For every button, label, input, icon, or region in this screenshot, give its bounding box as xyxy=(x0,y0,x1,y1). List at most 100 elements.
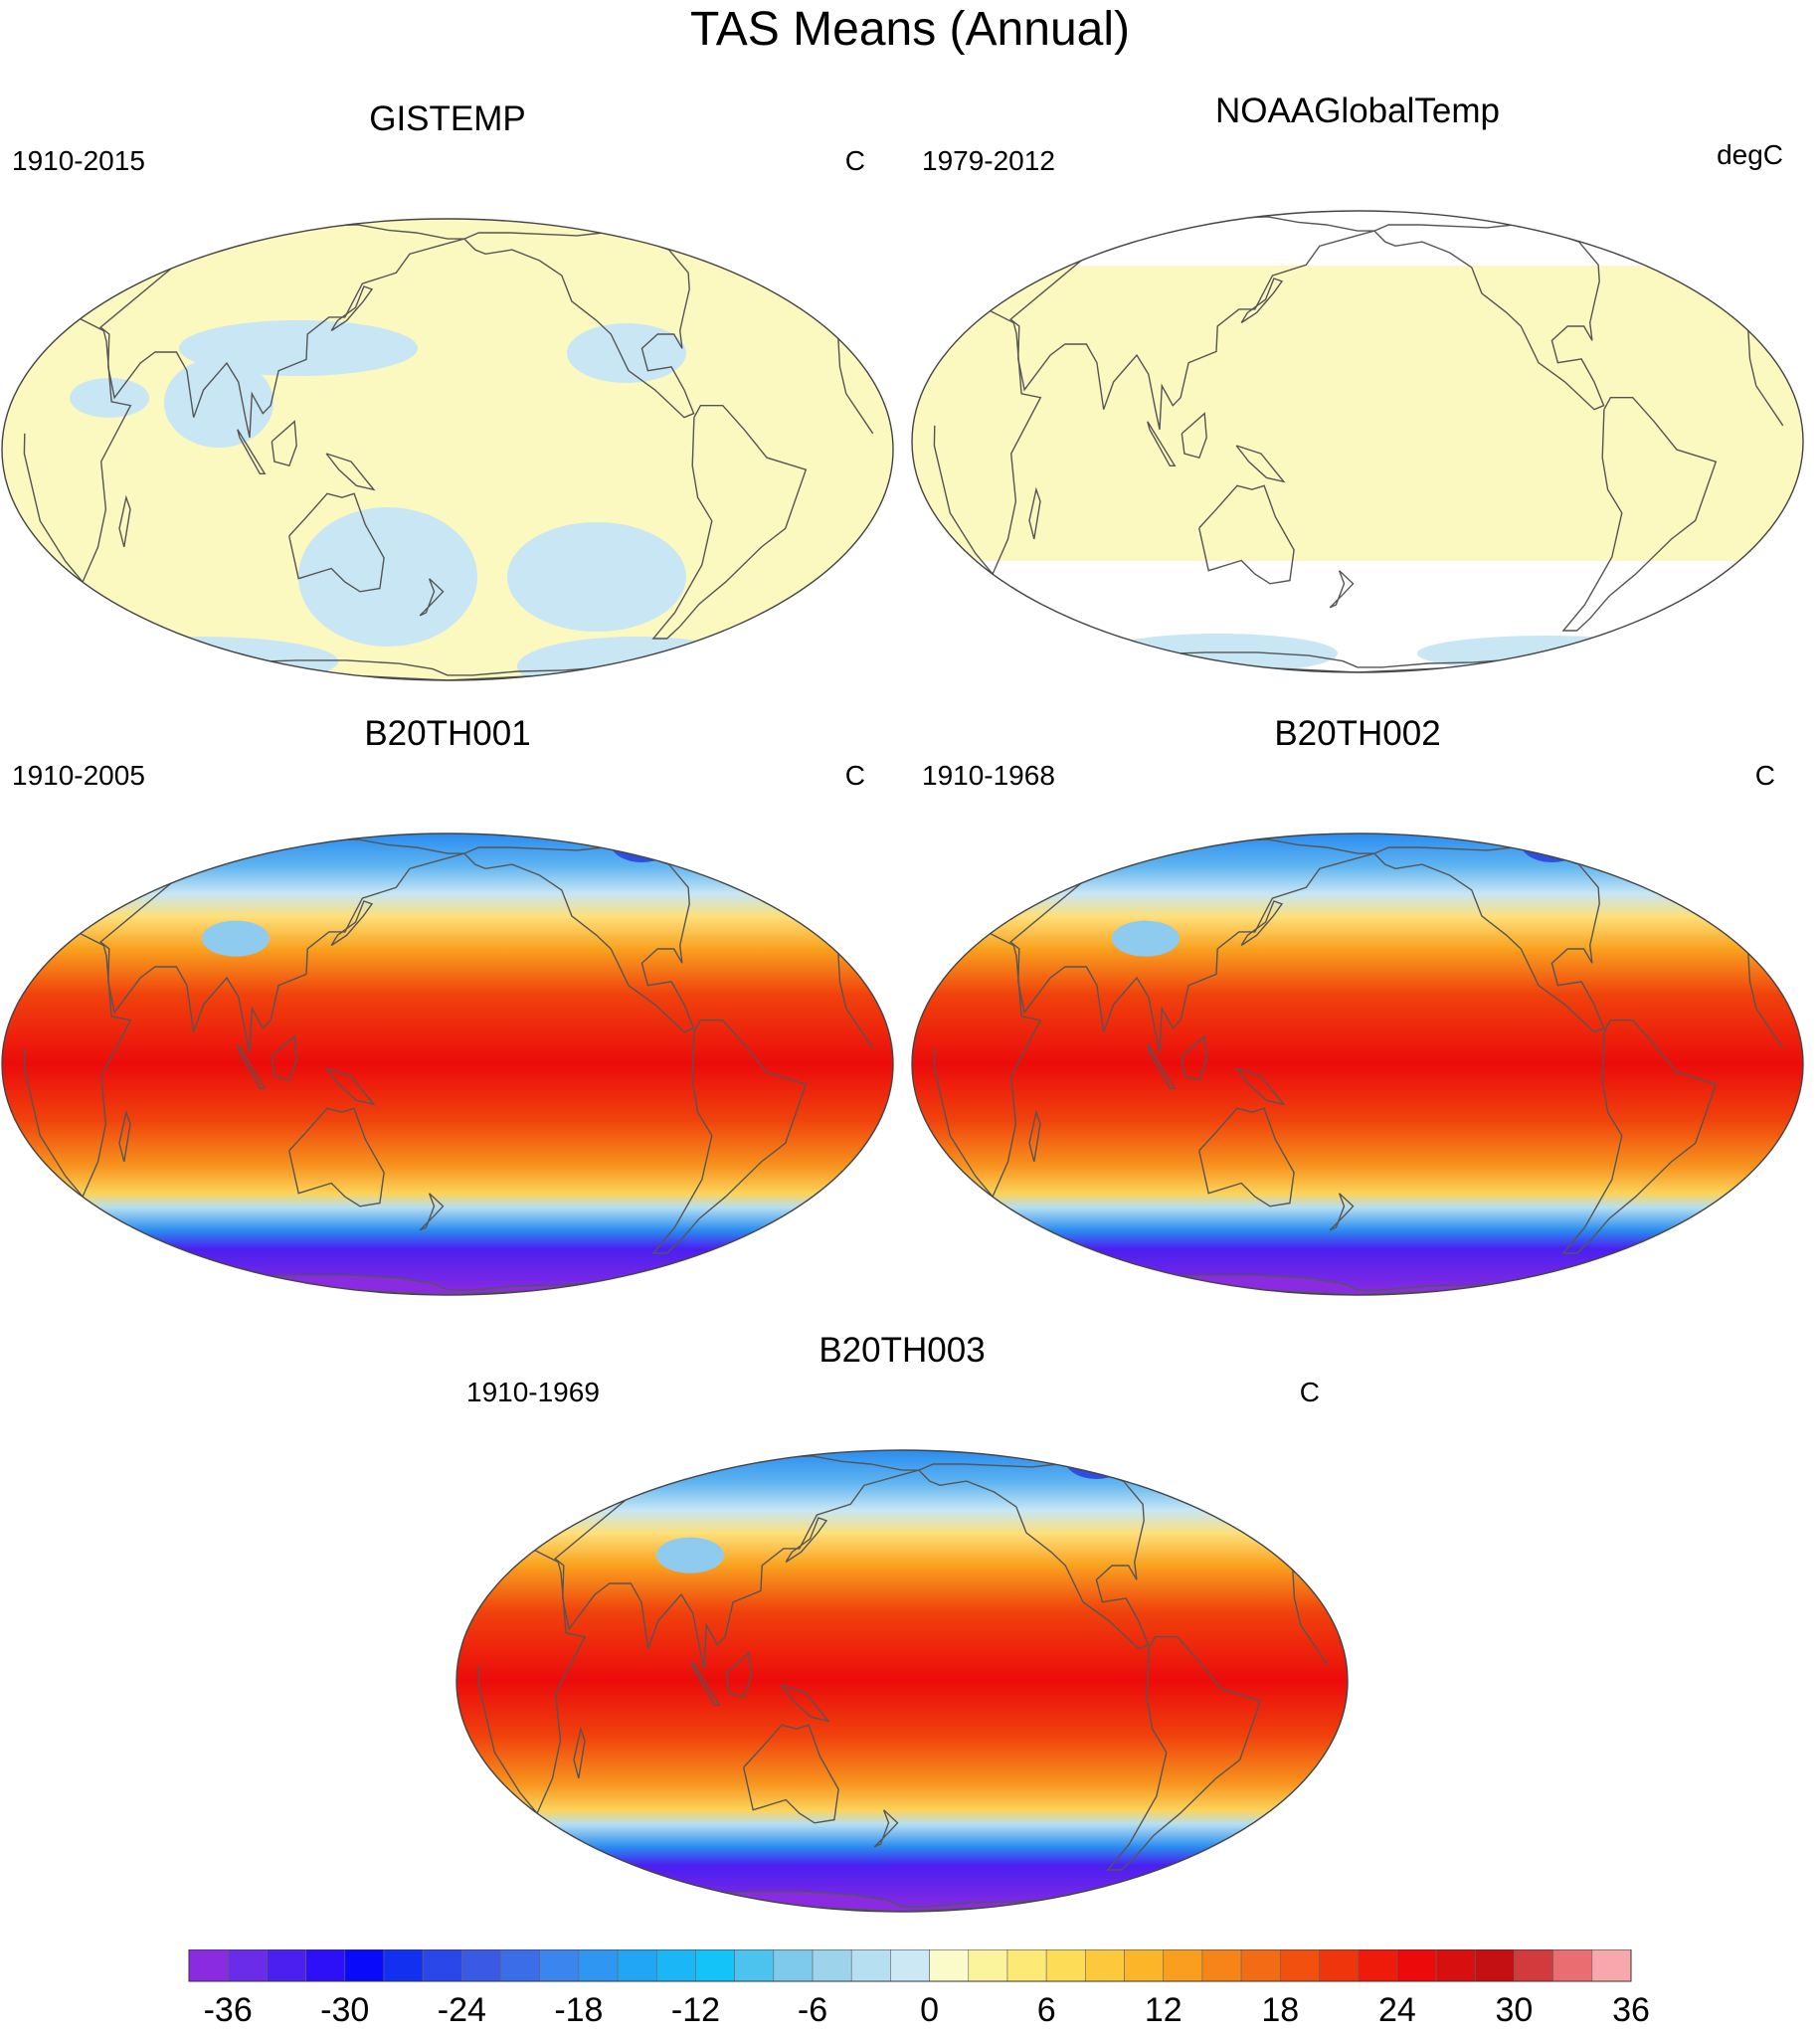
colorbar-box xyxy=(734,1949,775,1982)
colorbar-box xyxy=(539,1949,580,1982)
map-field xyxy=(2,834,893,1295)
coastline-uk xyxy=(778,867,809,888)
panel-title: GISTEMP xyxy=(369,99,526,138)
coastline-borneo xyxy=(725,1651,752,1699)
panel-title: B20TH003 xyxy=(819,1331,986,1370)
colorbar-tick-label: -36 xyxy=(204,1991,253,2029)
coastline-australia xyxy=(288,492,385,593)
map-panel-gistemp: GISTEMP 1910-2015 C xyxy=(0,99,895,716)
colorbar-box xyxy=(1045,1949,1086,1982)
coastline-south-america xyxy=(1561,397,1718,632)
colorbar-tick-label: -6 xyxy=(798,1991,827,2029)
map-field xyxy=(912,211,1803,672)
coastline-sumatra xyxy=(1147,1043,1177,1089)
coastline-madagascar xyxy=(118,1109,131,1163)
coastline-japan xyxy=(1240,900,1284,947)
colorbar-box xyxy=(655,1949,696,1982)
colorbar-box xyxy=(500,1949,541,1982)
colorbar-box xyxy=(1435,1949,1476,1982)
coastline-borneo xyxy=(271,1034,297,1082)
panel-units: C xyxy=(1754,760,1775,791)
colorbar-box xyxy=(1006,1949,1047,1982)
panel-title: B20TH001 xyxy=(364,714,531,753)
colorbar-tick-label: 18 xyxy=(1261,1991,1299,2029)
colorbar-box xyxy=(1124,1949,1165,1982)
colorbar-box xyxy=(1163,1949,1203,1982)
colorbar-box xyxy=(422,1949,462,1982)
panel-units: C xyxy=(1299,1377,1320,1407)
coastline-new-guinea xyxy=(1235,445,1286,483)
colorbar-tick-label: -18 xyxy=(554,1991,603,2029)
coastline-new-guinea xyxy=(780,1684,830,1723)
colorbar-tick-label: 30 xyxy=(1496,1991,1534,2029)
colorbar-box xyxy=(1552,1949,1593,1982)
coastline-madagascar xyxy=(1028,1109,1041,1163)
coastline-madagascar xyxy=(118,494,131,548)
panel-title: NOAAGlobalTemp xyxy=(1215,92,1500,130)
colorbar-tick-label: 12 xyxy=(1145,1991,1183,2029)
coastline-asia xyxy=(98,224,465,439)
coastline-japan xyxy=(330,900,374,947)
panel-units: C xyxy=(844,760,865,791)
colorbar-box xyxy=(305,1949,346,1982)
colorbar-box xyxy=(1514,1949,1553,1982)
panel-units: degC xyxy=(1717,139,1783,170)
colorbar-box xyxy=(890,1949,930,1982)
coastline-new-guinea xyxy=(325,1067,376,1106)
colorbar-tick-label: 6 xyxy=(1037,1991,1056,2029)
map-field xyxy=(2,219,893,680)
colorbar-box xyxy=(812,1949,852,1982)
coastline-sumatra xyxy=(1147,421,1177,466)
world-map xyxy=(911,833,1804,1296)
colorbar-box xyxy=(617,1949,657,1982)
colorbar-box xyxy=(1240,1949,1281,1982)
panel-title: B20TH002 xyxy=(1274,714,1441,753)
colorbar-box xyxy=(1474,1949,1515,1982)
panel-period: 1979-2012 xyxy=(922,145,1055,176)
coastline-new-zealand xyxy=(1329,1193,1355,1231)
coastline-uk xyxy=(778,253,809,274)
colorbar-box xyxy=(1085,1949,1125,1982)
coastline-uk xyxy=(1688,867,1719,888)
coastline-new-zealand xyxy=(419,1193,445,1231)
colorbar-tick-label: 36 xyxy=(1612,1991,1650,2029)
colorbar-box xyxy=(1279,1949,1320,1982)
coastline-south-america xyxy=(1106,1636,1262,1871)
colorbar-box xyxy=(1201,1949,1242,1982)
colorbar-box xyxy=(773,1949,814,1982)
map-panel-noaaglobaltemp: NOAAGlobalTemp 1979-2012 degC xyxy=(910,92,1805,708)
colorbar-box xyxy=(461,1949,501,1982)
colorbar: -36 -30 -24 -18 -12 -6 0 6 12 18 24 30 36 xyxy=(188,1949,1650,2029)
coastline-japan xyxy=(1240,278,1284,324)
map-field xyxy=(912,834,1803,1295)
panel-period: 1910-1968 xyxy=(922,760,1055,791)
colorbar-box xyxy=(850,1949,891,1982)
coastline-south-america xyxy=(651,405,808,640)
colorbar-box xyxy=(344,1949,385,1982)
colorbar-tick-label: 24 xyxy=(1378,1991,1416,2029)
map-panel-b20th001: B20TH001 1910-2005 C xyxy=(0,714,895,1331)
colorbar-tick-label: 0 xyxy=(920,1991,939,2029)
coastline-sumatra xyxy=(691,1660,721,1706)
coastline-south-america xyxy=(651,1020,808,1254)
colorbar-box xyxy=(227,1949,268,1982)
coastline-asia xyxy=(98,838,465,1053)
coastline-new-guinea xyxy=(1235,1067,1286,1106)
colorbar-box xyxy=(1396,1949,1437,1982)
colorbar-box xyxy=(929,1949,970,1982)
map-panel-b20th003: B20TH003 1910-1969 C xyxy=(455,1331,1350,1947)
panel-units: C xyxy=(844,145,865,176)
colorbar-box xyxy=(695,1949,735,1982)
colorbar-box xyxy=(188,1949,229,1982)
coastline-australia xyxy=(288,1107,385,1207)
coastline-japan xyxy=(330,285,374,332)
world-map xyxy=(455,1449,1349,1913)
colorbar-tick-label: -30 xyxy=(320,1991,369,2029)
coastline-new-guinea xyxy=(325,453,376,491)
world-map xyxy=(1,218,894,681)
coastline-borneo xyxy=(1181,1034,1207,1082)
coastline-new-zealand xyxy=(419,578,445,617)
coastline-sumatra xyxy=(237,1043,267,1089)
colorbar-box xyxy=(1591,1949,1632,1982)
world-map xyxy=(911,210,1804,673)
